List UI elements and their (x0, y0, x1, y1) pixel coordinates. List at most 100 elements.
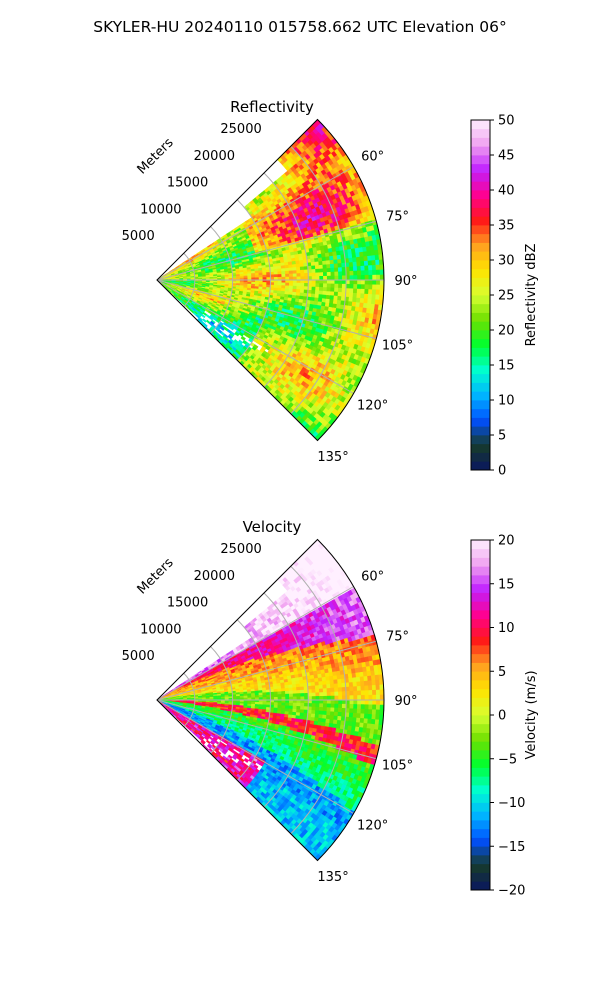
radar-gate (307, 283, 313, 288)
radar-gate (285, 282, 290, 287)
radar-gate (315, 286, 320, 292)
radar-gate (322, 272, 328, 277)
radar-gate (360, 265, 366, 272)
radar-gate (318, 264, 324, 270)
radar-gate (334, 271, 339, 277)
radar-gate (284, 270, 290, 275)
radar-gate (270, 274, 275, 278)
radar-gate (318, 290, 324, 296)
radar-gate (368, 265, 373, 271)
radar-gate (315, 275, 321, 281)
colorbar-segment (471, 233, 490, 243)
radar-gate (322, 264, 328, 270)
azimuth-tick-label: 120° (357, 399, 388, 414)
colorbar-segment (471, 146, 490, 156)
radar-gate (345, 275, 351, 281)
colorbar-segment (471, 163, 490, 173)
radar-gate (277, 274, 283, 278)
radar-gate (372, 279, 377, 286)
colorbar-segment (471, 286, 490, 296)
radar-gate (288, 270, 294, 275)
radar-gate (334, 287, 339, 293)
radar-gate (319, 279, 324, 284)
colorbar-segment (471, 400, 490, 410)
radar-gate (356, 293, 362, 299)
radar-gate (315, 272, 320, 277)
radar-gate (360, 284, 366, 290)
radar-gate (353, 275, 358, 281)
radar-gate (364, 270, 370, 276)
radar-gate (337, 267, 343, 273)
colorbar-segment (471, 155, 490, 165)
radar-gate (281, 273, 286, 278)
radar-gate (262, 272, 267, 276)
radar-gate (338, 275, 343, 281)
radar-gate (360, 279, 366, 286)
azimuth-tick-label: 135° (317, 450, 348, 465)
radar-gate (375, 284, 381, 291)
radar-gate (326, 275, 332, 281)
azimuth-tick-label: 75° (386, 210, 409, 225)
radar-gate (349, 283, 355, 290)
panel-title: Reflectivity (230, 98, 314, 116)
radar-gate (330, 279, 336, 285)
radar-gate (311, 268, 317, 274)
radar-gate (322, 283, 328, 288)
colorbar-segment (471, 373, 490, 383)
radar-gate (368, 284, 373, 291)
radar-gate (360, 270, 366, 276)
radar-gate (334, 267, 339, 273)
radar-gate (326, 283, 332, 289)
radar-gate (296, 282, 302, 287)
radar-gate (356, 265, 362, 272)
radar-gate (308, 279, 313, 284)
radar-gate (330, 271, 336, 277)
radar-gate (300, 286, 305, 291)
radar-gate (205, 739, 211, 745)
colorbar-segment (471, 321, 490, 331)
colorbar-segment (471, 242, 490, 252)
radar-gate (311, 279, 317, 284)
radar-gate (364, 265, 370, 272)
colorbar-tick-label: 50 (498, 114, 515, 129)
colorbar-tick-label: 20 (498, 324, 515, 339)
radar-gate (338, 279, 343, 285)
radar-gate (315, 283, 320, 288)
reflectivity-panel: Reflectivity500010000150002000025000Mete… (122, 98, 539, 479)
radar-gate (333, 263, 339, 269)
azimuth-tick-label: 105° (382, 338, 413, 353)
radar-gate (338, 271, 343, 277)
radar-gate (296, 269, 301, 275)
radar-gate (296, 273, 302, 278)
radar-gate (349, 270, 355, 277)
radar-gate (357, 279, 362, 285)
radar-gate (356, 261, 362, 267)
radar-gate (318, 286, 324, 292)
colorbar-segment (471, 408, 490, 418)
radar-field (156, 119, 385, 441)
radar-gate (356, 284, 362, 290)
colorbar-segment (471, 268, 490, 278)
colorbar-segment (471, 452, 490, 462)
colorbar-segment (471, 356, 490, 366)
radar-gate (356, 288, 362, 295)
radar-gate (349, 275, 354, 281)
radar-gate (311, 286, 317, 292)
radar-gate (376, 274, 381, 281)
colorbar-segment (471, 443, 490, 453)
radar-gate (375, 289, 381, 296)
colorbar-segment (471, 251, 490, 261)
colorbar-segment (471, 338, 490, 348)
radar-gate (311, 272, 317, 277)
radar-gate (311, 290, 316, 295)
radar-gate (300, 282, 305, 287)
radar-gate (349, 279, 354, 285)
radar-gate (372, 274, 377, 281)
radar-gate (319, 272, 324, 277)
radar-gate (322, 268, 328, 273)
radar-gate (345, 279, 351, 285)
radar-gate (300, 273, 305, 278)
radar-gate (307, 272, 313, 277)
radar-gate (292, 270, 298, 275)
